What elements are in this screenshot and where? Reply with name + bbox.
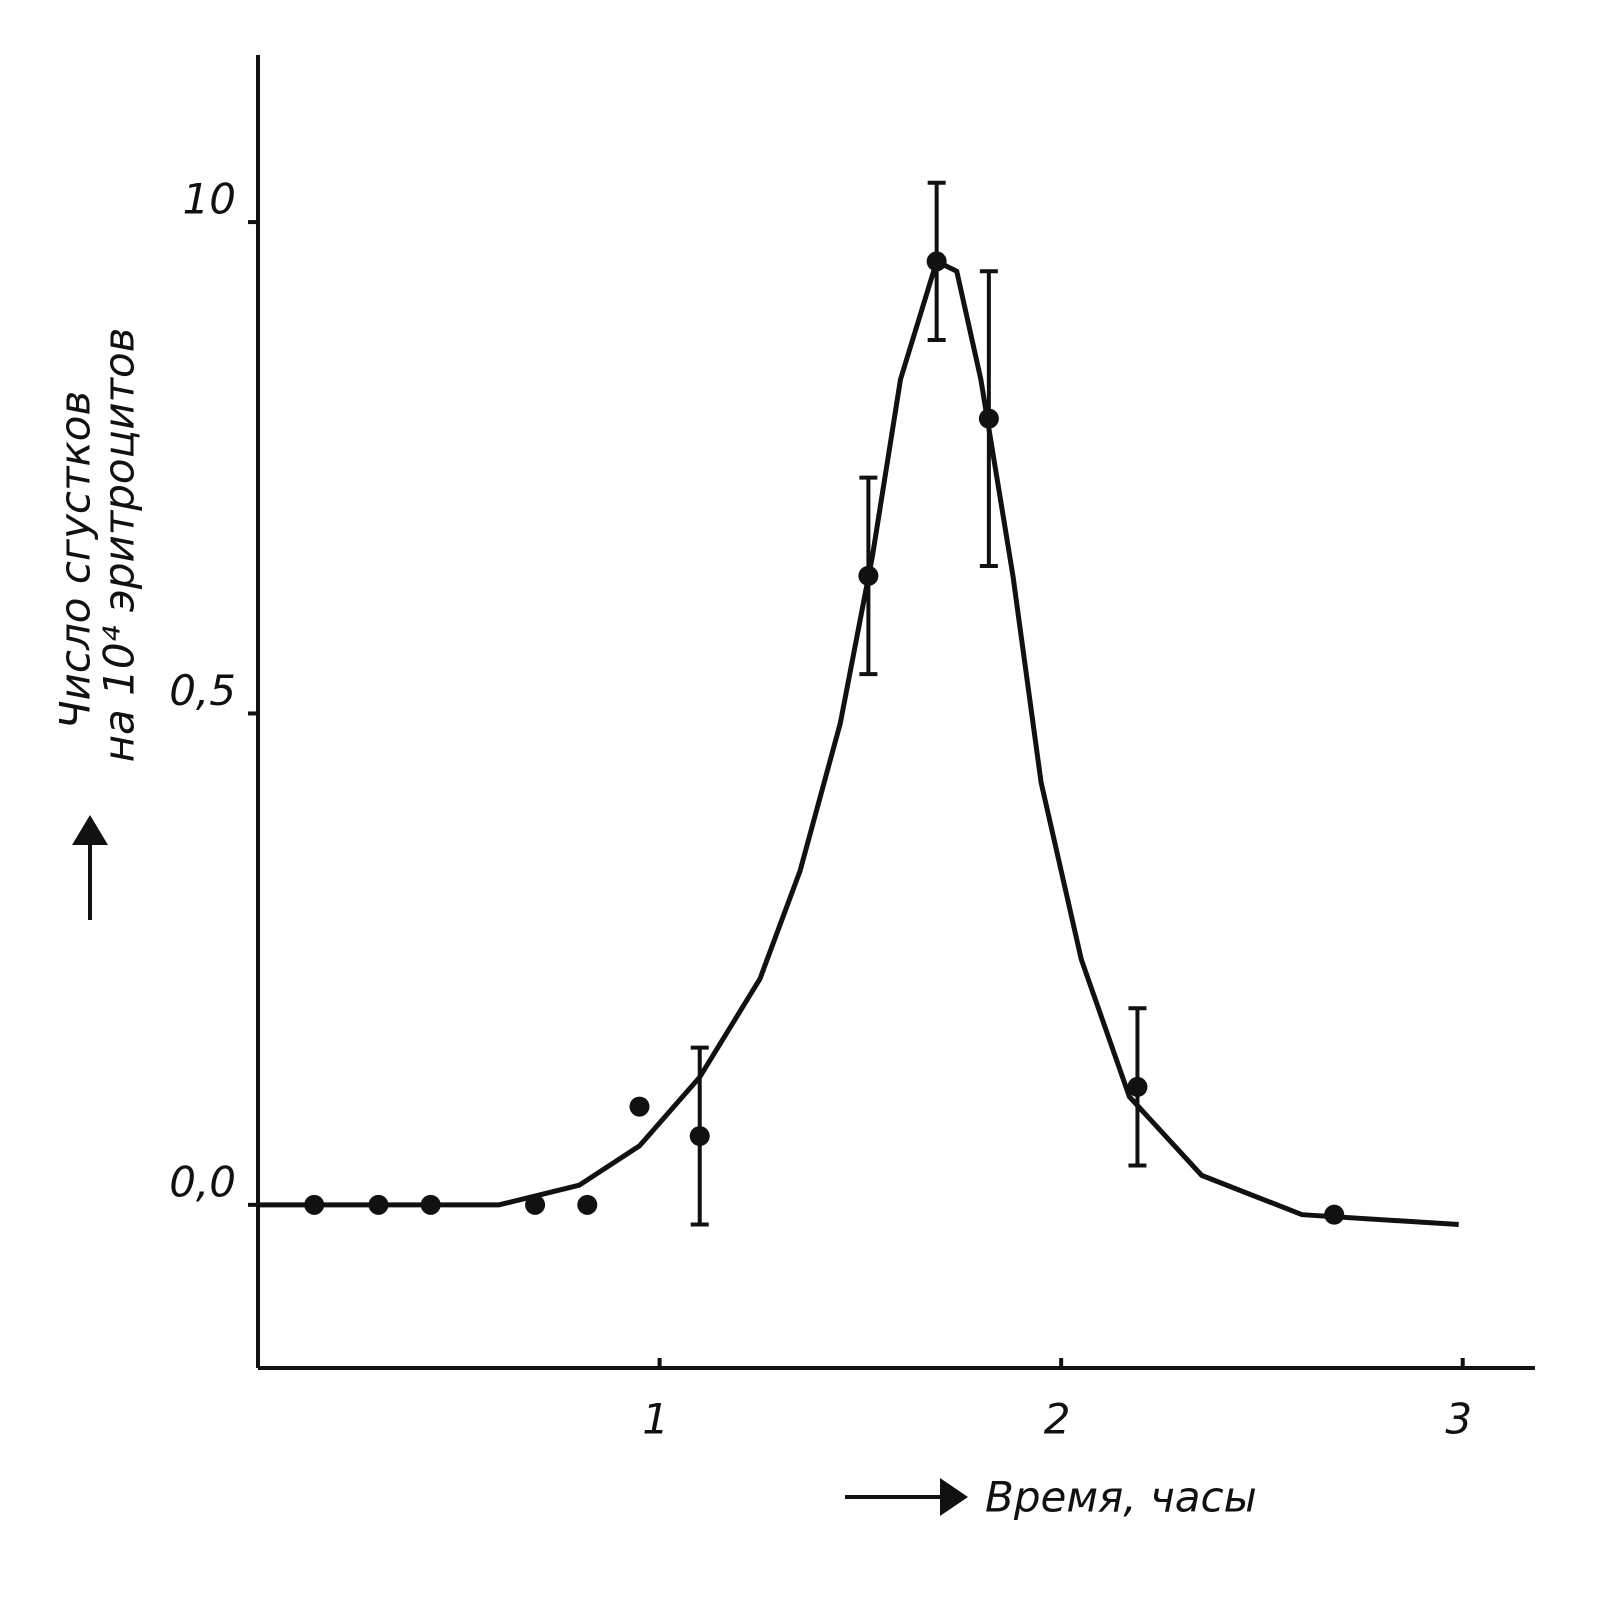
- data-point: [420, 1194, 441, 1215]
- y-tick-label: 10: [183, 175, 236, 224]
- data-point: [858, 565, 879, 586]
- x-tick-label: 3: [1445, 1395, 1472, 1444]
- x-arrow-head: [940, 1478, 968, 1516]
- data-point: [629, 1096, 650, 1117]
- data-point: [978, 408, 999, 429]
- y-axis-label: на 10⁴ эритроцитов: [95, 328, 144, 763]
- data-point: [689, 1126, 710, 1147]
- x-axis-label: Время, часы: [985, 1473, 1257, 1522]
- y-arrow-head: [72, 815, 108, 845]
- data-point: [1324, 1204, 1345, 1225]
- x-tick-label: 2: [1044, 1395, 1071, 1444]
- y-tick-label: 0,0: [169, 1157, 236, 1206]
- data-point: [304, 1194, 325, 1215]
- y-tick-label: 0,5: [169, 666, 236, 715]
- data-point: [525, 1194, 546, 1215]
- data-point: [1127, 1076, 1148, 1097]
- data-point: [926, 251, 947, 272]
- fit-curve: [258, 258, 1459, 1228]
- data-point: [577, 1194, 598, 1215]
- y-axis-label: Число сгустков: [51, 391, 100, 729]
- data-point: [368, 1194, 389, 1215]
- x-tick-label: 1: [642, 1395, 669, 1444]
